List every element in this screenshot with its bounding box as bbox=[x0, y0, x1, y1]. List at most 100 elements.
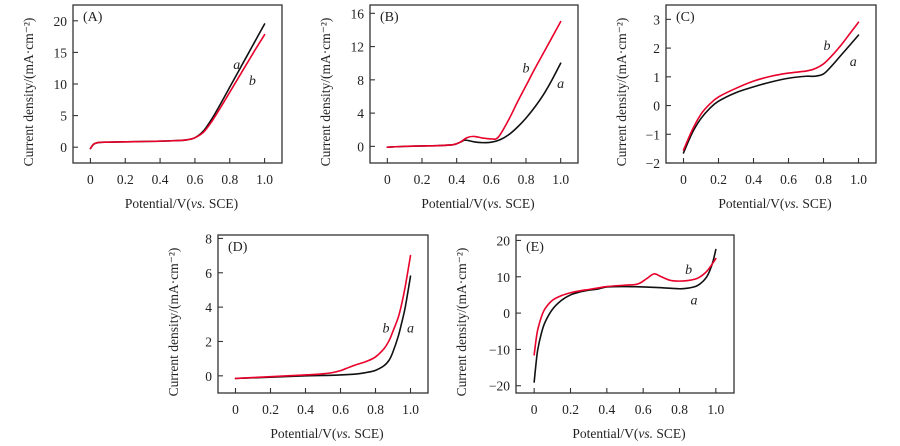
series-b-line bbox=[533, 257, 717, 356]
x-axis-label: Potential/V(vs. SCE) bbox=[718, 196, 831, 211]
axes-frame bbox=[515, 234, 735, 394]
series-b-line bbox=[682, 21, 860, 151]
y-axis-label: Current density/(mA·cm⁻²) bbox=[166, 248, 181, 397]
axes-frame bbox=[217, 234, 429, 394]
y-tick-label: 3 bbox=[653, 12, 660, 27]
x-tick-label: 0.4 bbox=[448, 172, 465, 187]
x-tick-label: 0 bbox=[87, 172, 94, 187]
x-tick-label: 0.2 bbox=[117, 172, 134, 187]
y-tick-label: −10 bbox=[489, 342, 510, 357]
y-tick-label: 1 bbox=[653, 70, 660, 85]
panel-e: 0 0.2 0.4 0.6 0.8 1.0 −20 −10 0 10 20 (E) Potential/… bbox=[454, 233, 735, 441]
x-tick-label: 1.0 bbox=[552, 172, 569, 187]
x-axis-label: Potential/V(vs. SCE) bbox=[572, 426, 685, 441]
series-b-line bbox=[386, 20, 562, 148]
x-tick-label: 0.2 bbox=[414, 172, 431, 187]
y-tick-label: 10 bbox=[54, 77, 68, 92]
series-a-line bbox=[533, 248, 717, 383]
x-tick-label: 0.2 bbox=[562, 402, 579, 417]
x-tick-label: 0.8 bbox=[815, 172, 832, 187]
y-tick-label: 0 bbox=[357, 139, 364, 154]
y-tick-label: −2 bbox=[646, 156, 660, 171]
y-tick-label: −1 bbox=[646, 127, 660, 142]
x-tick-label: 1.0 bbox=[707, 402, 724, 417]
x-tick-label: 1.0 bbox=[256, 172, 273, 187]
y-tick-label: 0 bbox=[653, 99, 660, 114]
panel-a: 0 0.2 0.4 0.6 0.8 1.0 0 5 10 15 20 (A) Potential/V(v… bbox=[21, 4, 283, 211]
y-axis-label: Current density/(mA·cm⁻²) bbox=[614, 18, 629, 167]
panel-label: (B) bbox=[380, 10, 399, 25]
x-tick-label: 1.0 bbox=[402, 402, 419, 417]
curve-label-b: b bbox=[383, 322, 390, 337]
x-tick-label: 0.6 bbox=[332, 402, 349, 417]
curve-label-a: a bbox=[407, 322, 414, 337]
curve-label-b: b bbox=[824, 39, 831, 54]
y-tick-label: 0 bbox=[205, 369, 212, 384]
y-tick-label: 0 bbox=[503, 306, 510, 321]
series-b-line bbox=[89, 33, 266, 150]
x-axis-label: Potential/V(vs. SCE) bbox=[421, 196, 534, 211]
y-tick-label: 2 bbox=[205, 334, 212, 349]
x-tick-label: 0.4 bbox=[297, 402, 314, 417]
panel-d: 0 0.2 0.4 0.6 0.8 1.0 0 2 4 6 8 (D) Potential/V(vs. … bbox=[166, 231, 429, 441]
x-tick-label: 0.2 bbox=[262, 402, 279, 417]
x-tick-label: 0.8 bbox=[367, 402, 384, 417]
panel-label: (D) bbox=[228, 240, 248, 255]
x-tick-label: 0.6 bbox=[635, 402, 652, 417]
panel-label: (E) bbox=[526, 240, 544, 255]
y-tick-label: 15 bbox=[54, 45, 68, 60]
x-tick-label: 0.8 bbox=[518, 172, 535, 187]
y-tick-label: 16 bbox=[351, 6, 365, 21]
y-tick-label: 6 bbox=[205, 266, 212, 281]
series-b-line bbox=[234, 254, 412, 380]
x-tick-label: 0.4 bbox=[598, 402, 615, 417]
y-tick-label: 10 bbox=[497, 270, 511, 285]
panel-c: 0 0.2 0.4 0.6 0.8 1.0 −2 −1 0 1 2 3 (C) Potential/V(v… bbox=[614, 4, 877, 211]
y-tick-label: 8 bbox=[205, 231, 212, 246]
y-axis-label: Current density/(mA·cm⁻²) bbox=[21, 18, 36, 167]
y-tick-label: 8 bbox=[357, 73, 364, 88]
curve-label-a: a bbox=[850, 55, 857, 70]
axes-frame bbox=[665, 4, 877, 164]
x-axis-label: Potential/V(vs. SCE) bbox=[270, 426, 383, 441]
series-a-line bbox=[89, 23, 266, 150]
y-tick-label: 20 bbox=[54, 14, 68, 29]
x-tick-label: 0.2 bbox=[710, 172, 727, 187]
y-axis-label: Current density/(mA·cm⁻²) bbox=[454, 248, 469, 397]
panel-b: 0 0.2 0.4 0.6 0.8 1.0 0 4 8 12 16 (B) Potential/V(vs… bbox=[318, 4, 579, 211]
x-axis-label: Potential/V(vs. SCE) bbox=[125, 196, 238, 211]
x-tick-label: 0 bbox=[384, 172, 391, 187]
x-tick-label: 0.4 bbox=[152, 172, 169, 187]
y-tick-label: 0 bbox=[60, 140, 67, 155]
x-tick-label: 0.8 bbox=[221, 172, 238, 187]
curve-label-a: a bbox=[557, 77, 564, 92]
x-tick-label: 1.0 bbox=[850, 172, 867, 187]
panel-label: (A) bbox=[83, 10, 103, 25]
y-tick-label: 2 bbox=[653, 41, 660, 56]
series-a-line bbox=[234, 275, 412, 380]
y-tick-label: 20 bbox=[497, 233, 511, 248]
y-tick-label: 4 bbox=[205, 300, 212, 315]
x-tick-label: 0 bbox=[680, 172, 687, 187]
y-tick-label: 12 bbox=[351, 40, 365, 55]
y-tick-label: −20 bbox=[489, 379, 510, 394]
x-tick-label: 0 bbox=[531, 402, 538, 417]
x-tick-label: 0.8 bbox=[671, 402, 688, 417]
x-tick-label: 0.6 bbox=[186, 172, 203, 187]
curve-label-b: b bbox=[249, 74, 256, 89]
curve-label-a: a bbox=[233, 58, 240, 73]
series-a-line bbox=[386, 62, 562, 148]
x-tick-label: 0 bbox=[232, 402, 239, 417]
panel-label: (C) bbox=[676, 10, 695, 25]
y-axis-label: Current density/(mA·cm⁻²) bbox=[318, 18, 333, 167]
y-tick-label: 4 bbox=[357, 106, 364, 121]
curve-label-b: b bbox=[523, 61, 530, 76]
y-tick-label: 5 bbox=[60, 109, 67, 124]
axes-frame bbox=[369, 4, 579, 164]
x-tick-label: 0.6 bbox=[780, 172, 797, 187]
x-tick-label: 0.6 bbox=[483, 172, 500, 187]
curve-label-b: b bbox=[685, 263, 692, 278]
series-a-line bbox=[682, 34, 860, 154]
curve-label-a: a bbox=[691, 293, 698, 308]
